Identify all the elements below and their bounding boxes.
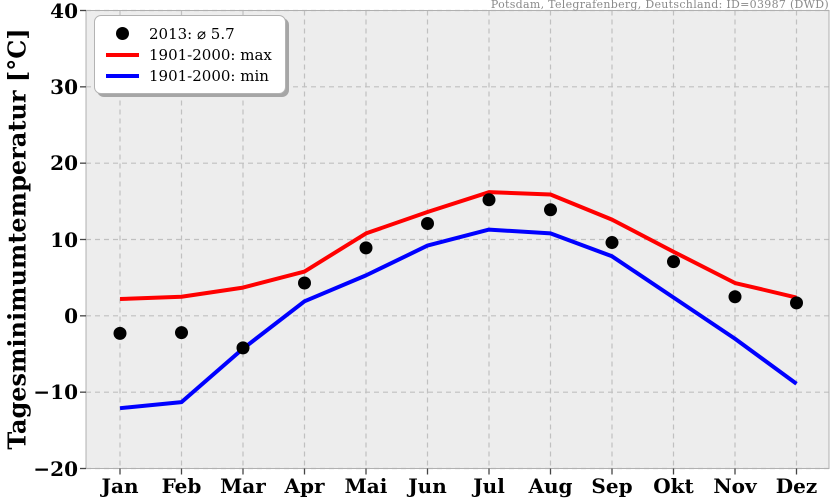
- data-point-okt: [667, 255, 680, 269]
- y-tick-label: 10: [50, 227, 78, 252]
- series-line-1901-2000-min: [119, 227, 798, 411]
- legend-label: 1901-2000: max: [149, 45, 272, 64]
- data-point-apr: [298, 276, 311, 290]
- data-point-dez: [790, 296, 803, 310]
- data-point-nov: [728, 290, 742, 304]
- data-point-sep: [605, 236, 619, 250]
- y-tick-label: 30: [50, 74, 78, 99]
- x-tick-label-aug: Aug: [528, 474, 573, 498]
- x-tick-label-sep: Sep: [591, 474, 633, 498]
- data-point-jun: [421, 216, 434, 230]
- x-tick-label-jul: Jul: [473, 474, 505, 498]
- legend-label: 2013: ⌀ 5.7: [149, 24, 235, 43]
- x-tick-label-jan: Jan: [101, 474, 139, 498]
- x-tick-label-jun: Jun: [408, 474, 447, 498]
- x-tick-label-dez: Dez: [775, 474, 818, 498]
- x-tick-label-feb: Feb: [161, 474, 202, 498]
- x-tick-label-mar: Mar: [220, 474, 266, 498]
- legend-label: 1901-2000: min: [149, 66, 269, 85]
- x-tick-label-mai: Mai: [344, 474, 388, 498]
- data-point-feb: [175, 326, 188, 340]
- y-tick-label: 0: [64, 303, 78, 328]
- y-tick-label: 20: [50, 151, 78, 176]
- y-tick-label: −10: [33, 380, 78, 405]
- y-tick-label: −20: [33, 456, 78, 481]
- x-tick-label-okt: Okt: [653, 474, 694, 498]
- dot-marker-icon: [100, 27, 144, 40]
- y-tick-label: 40: [50, 0, 78, 23]
- legend-row: 2013: ⌀ 5.7: [100, 23, 272, 44]
- station-title: Potsdam, Telegrafenberg, Deutschland: ID…: [490, 0, 829, 11]
- series-line-1901-2000-max: [119, 190, 797, 302]
- legend: 2013: ⌀ 5.7 1901-2000: max 1901-2000: min: [94, 15, 286, 94]
- data-point-aug: [544, 203, 557, 217]
- data-point-jul: [482, 193, 496, 207]
- data-point-jan: [113, 326, 127, 340]
- line-marker-icon: [100, 52, 144, 57]
- data-point-mar: [236, 341, 250, 355]
- legend-row: 1901-2000: min: [100, 65, 272, 86]
- legend-row: 1901-2000: max: [100, 44, 272, 65]
- x-tick-label-nov: Nov: [713, 474, 757, 498]
- data-point-mai: [359, 241, 373, 255]
- line-marker-icon: [100, 73, 144, 78]
- x-tick-label-apr: Apr: [284, 474, 325, 498]
